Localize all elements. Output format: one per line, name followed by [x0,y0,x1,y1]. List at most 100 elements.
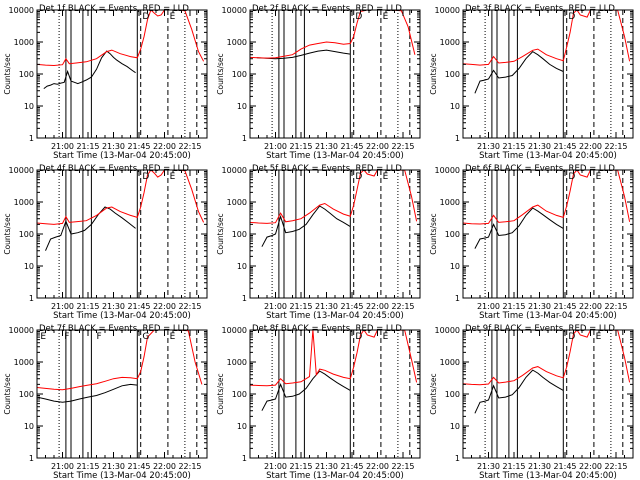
y-tick-label: 10 [24,262,34,271]
x-tick-label: 22:15 [391,142,414,151]
x-tick-label: 22:15 [391,302,414,311]
x-axis-label: Start Time (13-Mar-04 20:45:00) [479,151,617,161]
y-tick-label: 100 [232,70,247,79]
x-tick-label: 21:15 [502,462,525,471]
y-tick-label: 1 [242,134,247,143]
x-tick-label: 21:45 [340,462,363,471]
series-lld-line [37,10,205,67]
x-tick-label: 21:30 [315,142,338,151]
plot-frame [36,169,208,299]
x-tick-label: 22:00 [366,302,389,311]
marker-label-2: E [383,332,389,342]
y-tick-label: 1 [242,294,247,303]
y-tick-label: 10000 [435,6,460,15]
y-tick-label: 100 [19,390,34,399]
y-tick-label: 10 [450,102,460,111]
x-tick-label: 21:45 [553,462,576,471]
series-lld-line [463,330,631,386]
x-tick-label: 22:00 [579,142,602,151]
marker-label-3: F [97,332,102,342]
x-tick-label: 21:00 [51,462,74,471]
marker-label-2: F [64,332,69,342]
y-tick-label: 10 [450,262,460,271]
y-tick-label: 100 [19,70,34,79]
x-axis-label: Start Time (13-Mar-04 20:45:00) [479,311,617,321]
x-tick-label: 22:15 [178,302,201,311]
x-tick-label: 21:45 [127,462,150,471]
y-axis-label: Counts/sec [429,53,438,94]
series-events-line [43,50,136,90]
x-tick-label: 21:15 [289,302,312,311]
plot-frame [36,329,208,459]
x-tick-label: 21:15 [76,142,99,151]
y-tick-label: 100 [445,70,460,79]
x-axis-label: Start Time (13-Mar-04 20:45:00) [266,311,404,321]
marker-label-2: E [596,332,602,342]
series-lld-line [463,10,631,66]
panel-title: Det 4f BLACK = Events, RED = LLD [39,164,189,174]
y-tick-label: 1 [29,134,34,143]
x-tick-label: 22:15 [178,462,201,471]
y-tick-label: 10000 [9,6,34,15]
x-axis-label: Start Time (13-Mar-04 20:45:00) [53,311,191,321]
marker-label-1: D [142,12,149,22]
x-axis-label: Start Time (13-Mar-04 20:45:00) [479,471,617,480]
series-lld-line [463,170,631,225]
x-tick-label: 22:00 [579,462,602,471]
x-axis-label: Start Time (13-Mar-04 20:45:00) [53,471,191,480]
y-tick-label: 1000 [14,38,34,47]
marker-label-2: E [170,172,176,182]
y-axis-label: Counts/sec [216,213,225,254]
x-tick-label: 21:15 [76,302,99,311]
x-axis-label: Start Time (13-Mar-04 20:45:00) [266,151,404,161]
series-events-line [474,207,564,249]
y-tick-label: 1 [455,454,460,463]
y-tick-label: 1 [455,134,460,143]
x-tick-label: 21:15 [502,142,525,151]
y-tick-label: 10000 [435,326,460,335]
x-tick-label: 22:00 [153,142,176,151]
marker-label-1: D [142,172,149,182]
x-tick-label: 22:00 [366,142,389,151]
x-tick-label: 21:00 [264,142,287,151]
y-tick-label: 10000 [435,166,460,175]
x-tick-label: 21:15 [76,462,99,471]
x-tick-label: 21:00 [477,302,500,311]
y-tick-label: 1000 [440,198,460,207]
x-tick-label: 22:15 [604,142,627,151]
x-tick-label: 21:30 [477,142,500,151]
x-tick-label: 22:15 [604,462,627,471]
x-tick-label: 21:15 [502,302,525,311]
marker-label-1: D [355,332,362,342]
marker-label-1: D [355,172,362,182]
panel-title: Det 1f BLACK = Events, RED = LLD [39,4,189,14]
x-tick-label: 21:00 [51,302,74,311]
y-tick-label: 100 [19,230,34,239]
panel-title: Det 8f BLACK = Events, RED = LLD [252,324,402,334]
series-lld-line [250,170,418,224]
plot-frame [249,9,421,139]
y-tick-label: 10000 [222,166,247,175]
y-tick-label: 1000 [227,38,247,47]
x-tick-label: 21:45 [340,142,363,151]
panel-title: Det 9f BLACK = Events, RED = LLD [465,324,615,334]
x-tick-label: 21:30 [528,462,551,471]
x-tick-label: 22:15 [178,142,201,151]
x-tick-label: 21:30 [528,142,551,151]
x-tick-label: 21:30 [102,142,125,151]
marker-label-2: E [596,12,602,22]
x-tick-label: 21:00 [264,462,287,471]
y-tick-label: 1000 [227,358,247,367]
y-tick-label: 100 [445,230,460,239]
series-lld-line [37,170,205,225]
marker-label-1: D [355,12,362,22]
y-tick-label: 1 [242,454,247,463]
y-axis-label: Counts/sec [3,53,12,94]
y-tick-label: 100 [445,390,460,399]
series-events-line [37,383,138,403]
